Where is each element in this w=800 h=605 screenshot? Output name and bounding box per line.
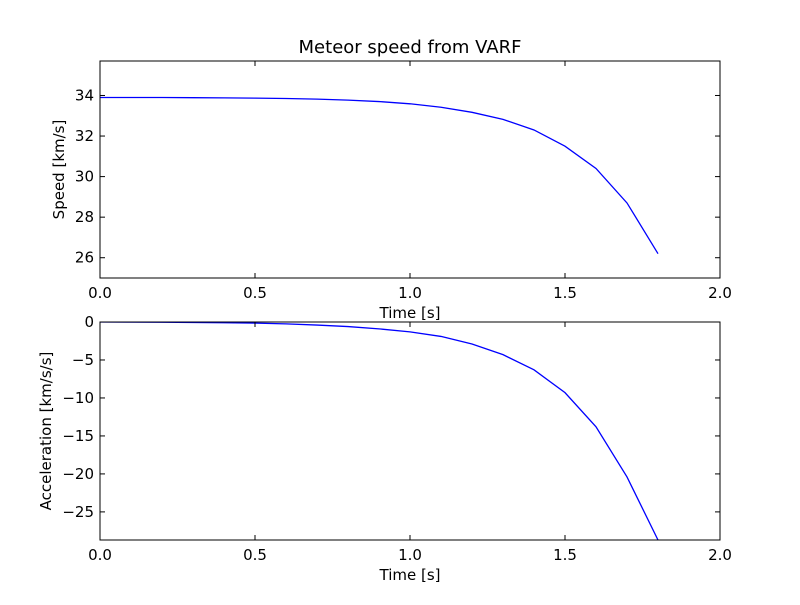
acceleration-y-tick-label: −15 <box>62 427 94 445</box>
acceleration-x-tick-label: 1.0 <box>398 546 422 564</box>
speed-series-line <box>100 96 659 254</box>
acceleration-y-tick-label: −20 <box>62 465 94 483</box>
speed-plot-frame <box>99 60 721 279</box>
acceleration-panel: 0.0 0.5 1.0 1.5 2.00−5−10−15−20−25 Time [s] … <box>37 313 732 584</box>
acceleration-y-tick-label: −10 <box>62 389 94 407</box>
speed-y-tick-label: 34 <box>75 86 94 104</box>
speed-panel: 0.0 0.5 1.0 1.5 2.0 26 28 30 32 34 Time [s] Speed… <box>50 60 732 322</box>
speed-x-tick-label: 1.5 <box>553 284 577 302</box>
chart-title: Meteor speed from VARF <box>299 37 522 58</box>
speed-x-tick-label: 2.0 <box>708 284 732 302</box>
speed-plot-marks: 0.0 0.5 1.0 1.5 2.0 26 28 30 32 34 <box>75 61 732 302</box>
acceleration-y-tick-label: −25 <box>62 503 94 521</box>
acceleration-x-tick-label: 1.5 <box>553 546 577 564</box>
acceleration-plot-frame <box>99 321 721 541</box>
speed-y-tick-label: 32 <box>75 127 94 145</box>
acceleration-y-axis-label: Acceleration [km/s/s] <box>37 352 55 511</box>
speed-y-axis-label: Speed [km/s] <box>50 120 68 220</box>
speed-y-tick-label: 26 <box>75 249 94 267</box>
acceleration-y-tick-label: 0 <box>84 313 94 331</box>
acceleration-x-tick-label: 0.0 <box>88 546 112 564</box>
speed-x-tick-label: 0.5 <box>243 284 267 302</box>
acceleration-x-tick-label: 2.0 <box>708 546 732 564</box>
speed-y-tick-label: 30 <box>75 168 94 186</box>
speed-x-tick-label: 0.0 <box>88 284 112 302</box>
acceleration-x-axis-label: Time [s] <box>379 566 441 584</box>
acceleration-x-tick-label: 0.5 <box>243 546 267 564</box>
speed-y-tick-label: 28 <box>75 208 94 226</box>
speed-x-axis-label: Time [s] <box>379 304 441 322</box>
acceleration-plot-area <box>100 322 720 540</box>
acceleration-y-tick-label: −5 <box>72 351 94 369</box>
speed-plot-area <box>100 61 720 278</box>
speed-x-tick-label: 1.0 <box>398 284 422 302</box>
